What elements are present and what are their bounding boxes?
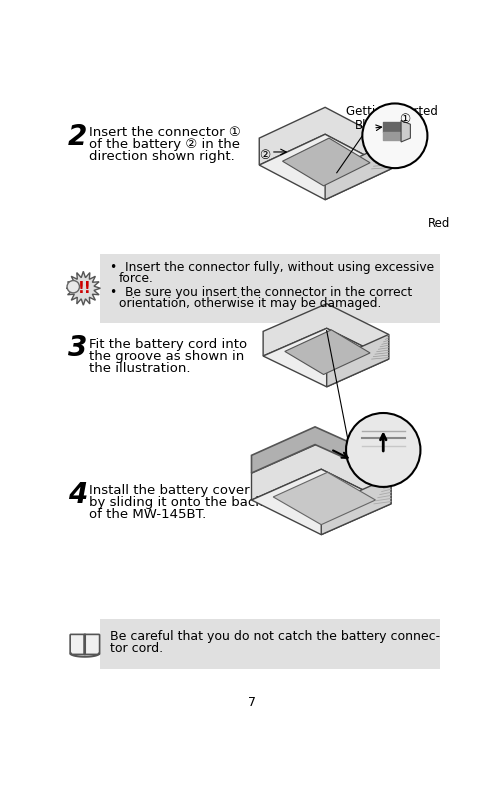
Polygon shape: [263, 328, 388, 387]
Text: of the MW-145BT.: of the MW-145BT.: [89, 508, 206, 521]
Polygon shape: [282, 138, 370, 186]
FancyBboxPatch shape: [101, 254, 440, 323]
Text: 7: 7: [248, 697, 256, 709]
Text: force.: force.: [119, 272, 154, 285]
FancyBboxPatch shape: [101, 619, 440, 670]
Text: the illustration.: the illustration.: [89, 362, 190, 375]
Text: Be careful that you do not catch the battery connec-: Be careful that you do not catch the bat…: [109, 630, 440, 643]
Text: Black: Black: [354, 119, 387, 132]
FancyBboxPatch shape: [84, 634, 100, 654]
Polygon shape: [321, 477, 391, 535]
Text: the groove as shown in: the groove as shown in: [89, 350, 244, 363]
Text: Getting Started: Getting Started: [347, 105, 438, 118]
Text: orientation, otherwise it may be damaged.: orientation, otherwise it may be damaged…: [119, 297, 382, 310]
Polygon shape: [327, 334, 388, 387]
Text: ①: ①: [399, 113, 410, 126]
Polygon shape: [259, 107, 391, 169]
Polygon shape: [263, 304, 388, 359]
Text: Insert the connector ①: Insert the connector ①: [89, 126, 241, 139]
Text: ②: ②: [259, 148, 271, 161]
Polygon shape: [251, 442, 391, 504]
Text: Red: Red: [427, 217, 450, 231]
Polygon shape: [325, 142, 391, 200]
Circle shape: [346, 413, 421, 487]
Text: of the battery ② in the: of the battery ② in the: [89, 138, 240, 151]
Text: by sliding it onto the back: by sliding it onto the back: [89, 496, 263, 509]
Polygon shape: [251, 469, 391, 535]
FancyBboxPatch shape: [70, 634, 86, 654]
Text: Fit the battery cord into: Fit the battery cord into: [89, 338, 247, 350]
Text: 2: 2: [68, 123, 87, 151]
Circle shape: [67, 281, 79, 293]
Text: tor cord.: tor cord.: [109, 642, 163, 655]
Polygon shape: [66, 271, 101, 305]
Text: !!: !!: [78, 281, 92, 296]
Polygon shape: [285, 330, 370, 374]
Text: •  Insert the connector fully, without using excessive: • Insert the connector fully, without us…: [109, 261, 434, 275]
Text: direction shown right.: direction shown right.: [89, 151, 235, 164]
Polygon shape: [273, 472, 376, 524]
Text: Install the battery cover: Install the battery cover: [89, 484, 249, 497]
Text: 4: 4: [68, 480, 87, 509]
Circle shape: [362, 104, 427, 168]
Polygon shape: [401, 120, 410, 142]
Text: 3: 3: [68, 334, 87, 362]
Text: •  Be sure you insert the connector in the correct: • Be sure you insert the connector in th…: [109, 286, 412, 299]
Polygon shape: [259, 134, 391, 200]
Polygon shape: [251, 427, 387, 477]
